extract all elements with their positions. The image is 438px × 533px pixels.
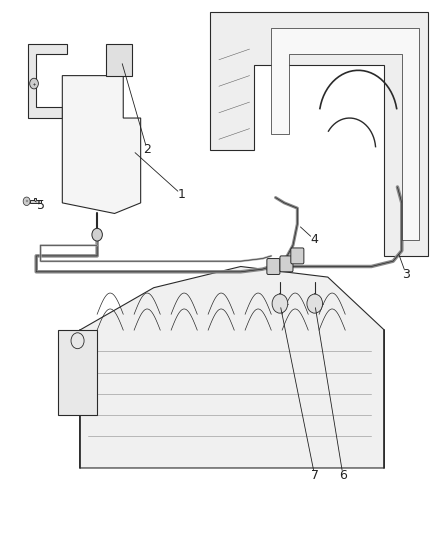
FancyBboxPatch shape	[267, 259, 280, 274]
Text: 6: 6	[339, 470, 347, 482]
Polygon shape	[271, 28, 419, 240]
Text: 1: 1	[178, 189, 186, 201]
Circle shape	[92, 228, 102, 241]
Polygon shape	[28, 44, 67, 118]
Polygon shape	[58, 330, 97, 415]
Circle shape	[307, 294, 322, 313]
FancyBboxPatch shape	[291, 248, 304, 264]
Polygon shape	[210, 12, 428, 256]
Polygon shape	[106, 44, 132, 76]
Text: 5: 5	[36, 199, 45, 212]
Polygon shape	[30, 198, 41, 203]
Text: 3: 3	[402, 268, 410, 281]
Polygon shape	[62, 76, 141, 214]
Text: 2: 2	[143, 143, 151, 156]
Circle shape	[272, 294, 288, 313]
Text: 7: 7	[311, 470, 319, 482]
FancyBboxPatch shape	[280, 256, 293, 272]
Circle shape	[23, 197, 30, 206]
Text: 4: 4	[311, 233, 319, 246]
Circle shape	[30, 78, 39, 89]
Polygon shape	[80, 266, 385, 468]
